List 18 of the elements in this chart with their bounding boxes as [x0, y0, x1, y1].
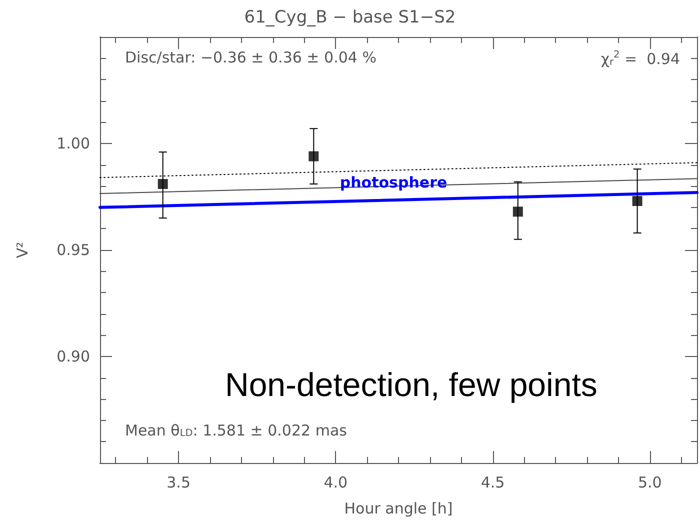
annotation: Disc/star: −0.36 ± 0.36 ± 0.04 % [125, 48, 376, 66]
y-tick-label: 0.95 [56, 241, 90, 259]
point [158, 178, 168, 189]
annotation: Mean θLD: 1.581 ± 0.022 mas [125, 422, 348, 440]
annotation: χr2 = 0.94 [600, 50, 680, 68]
y-tick-label: 0.90 [56, 348, 90, 366]
x-tick-label: 3.5 [166, 474, 190, 492]
point [512, 206, 523, 217]
point [632, 196, 642, 206]
y-tick-label: 1.00 [56, 134, 90, 152]
y-axis-title: V² [14, 242, 32, 258]
x-tick-label: 4.0 [324, 474, 348, 492]
point [308, 151, 319, 162]
x-tick-label: 4.5 [480, 474, 505, 492]
x-tick-label: 5.0 [638, 474, 662, 492]
x-axis-title: Hour angle [h] [344, 500, 453, 518]
annotation: Non-detection, few points [225, 366, 598, 403]
chart-title: 61_Cyg_B − base S1−S2 [244, 8, 456, 28]
